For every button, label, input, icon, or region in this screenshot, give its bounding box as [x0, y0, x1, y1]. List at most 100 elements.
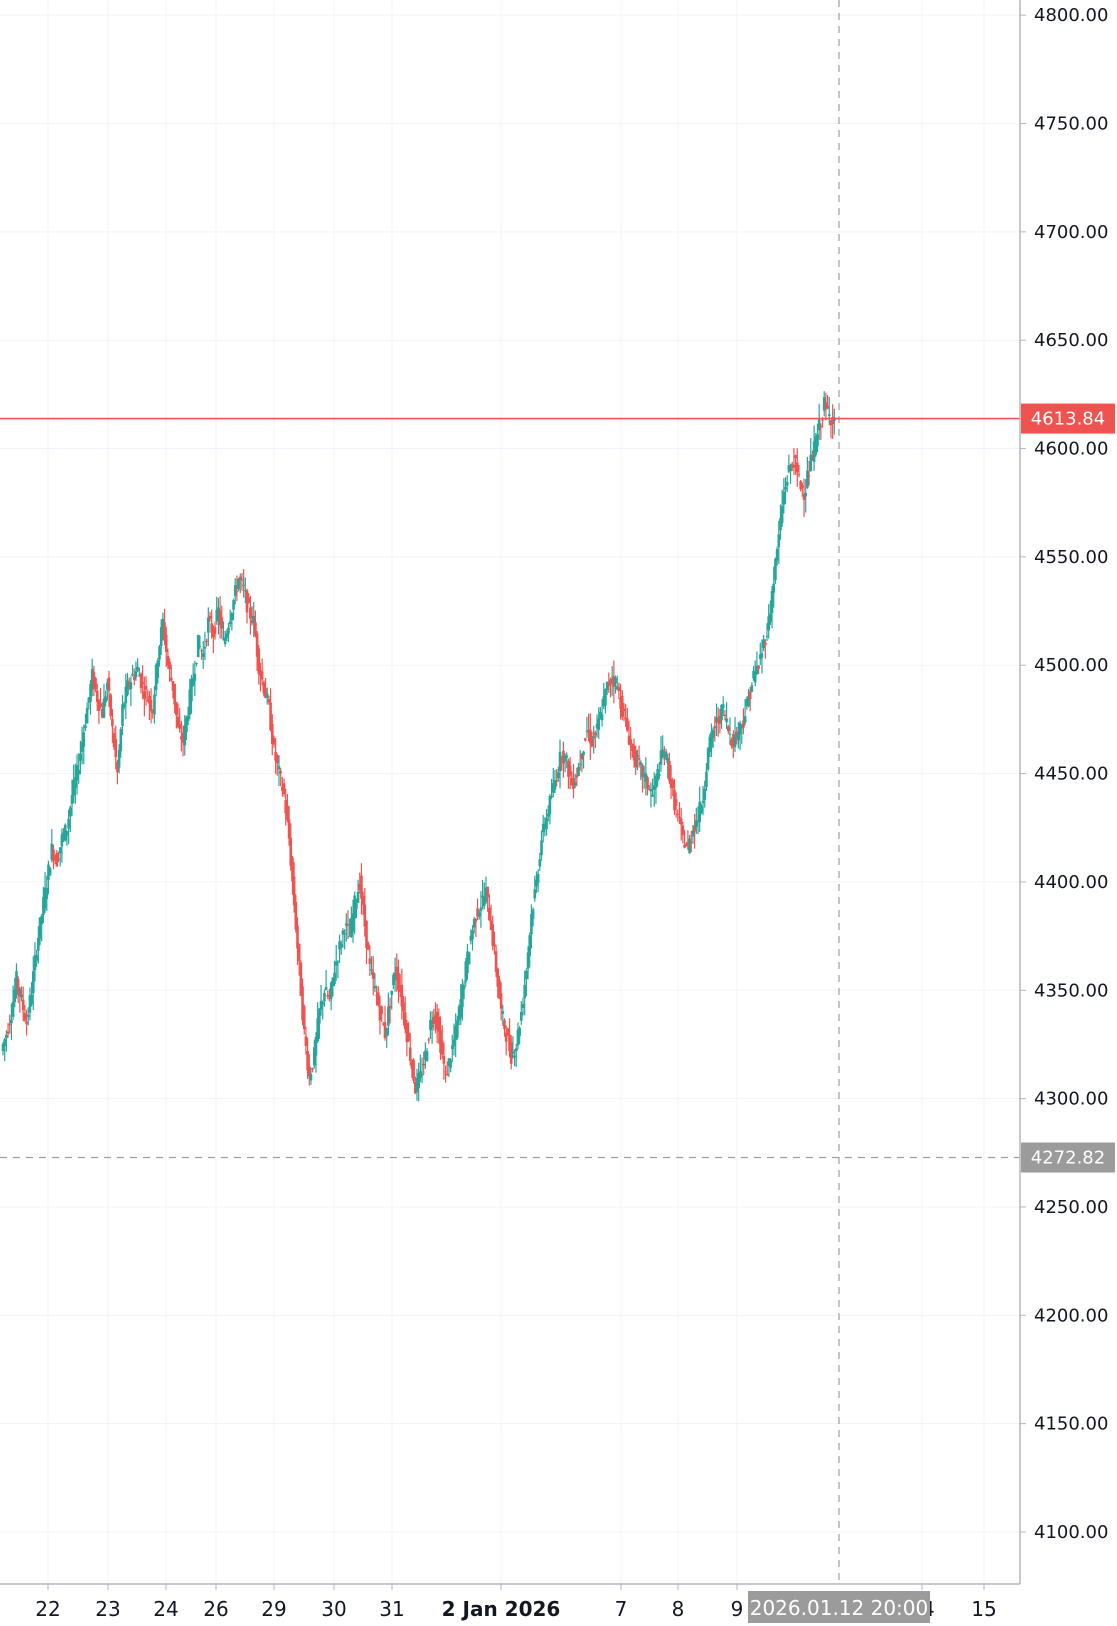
candle — [302, 1004, 306, 1035]
candle-body — [494, 951, 498, 972]
candle-body — [208, 615, 212, 619]
candle-body — [445, 1073, 449, 1076]
candle-body — [822, 397, 826, 411]
candle — [654, 773, 658, 804]
candle — [153, 686, 156, 724]
candle — [775, 546, 779, 566]
candle — [792, 448, 796, 476]
candle — [570, 771, 574, 786]
candle-body — [617, 686, 621, 692]
candle-body — [361, 895, 365, 905]
candle-body — [733, 734, 737, 748]
time-tick-label: 15 — [971, 1597, 996, 1621]
candle — [307, 1054, 311, 1086]
candle — [422, 1051, 426, 1076]
candle-body — [807, 475, 811, 477]
candle-body — [679, 818, 683, 825]
candle-body — [489, 920, 493, 931]
candle — [518, 1026, 521, 1045]
candle — [563, 753, 567, 773]
candle-body — [636, 755, 639, 757]
candle-body — [180, 736, 183, 740]
candle-body — [821, 419, 824, 421]
candle-body — [780, 506, 784, 523]
candle-body — [508, 1034, 511, 1051]
candle — [770, 585, 774, 629]
price-axis[interactable]: 4100.00 4150.00 4200.00 4250.00 4300.00 4350.… — [1019, 0, 1115, 1584]
candle-body — [661, 749, 664, 758]
candle-body — [444, 1071, 447, 1073]
candle-body — [106, 682, 109, 690]
candle — [43, 872, 47, 914]
candle-body — [504, 1032, 508, 1042]
candle-body — [461, 984, 464, 1008]
candle — [351, 899, 355, 943]
candle — [181, 726, 185, 757]
candle-body — [789, 465, 792, 472]
candle-body — [435, 1012, 439, 1030]
candle — [624, 703, 627, 727]
candle-body — [467, 952, 471, 965]
candle — [824, 392, 828, 421]
candle-body — [440, 1040, 444, 1055]
candle — [269, 688, 272, 732]
candle-body — [797, 473, 801, 475]
candle-body — [417, 1072, 420, 1089]
candle-body — [311, 1068, 314, 1070]
candle-body — [599, 711, 602, 720]
candle-body — [351, 913, 355, 932]
candle-body — [97, 699, 101, 711]
candle-body — [178, 724, 181, 729]
candle — [286, 794, 289, 823]
candle — [610, 666, 614, 696]
candle — [525, 968, 528, 997]
candle-body — [48, 868, 52, 876]
candle-body — [139, 673, 143, 689]
candle — [370, 956, 373, 976]
candle-body — [735, 731, 739, 737]
candle — [353, 891, 357, 935]
candle-body — [400, 984, 404, 1007]
candle — [45, 875, 49, 912]
candle — [592, 725, 595, 754]
candle-body — [267, 699, 271, 703]
candle — [257, 645, 261, 685]
candle-body — [587, 730, 590, 733]
candle-body — [764, 642, 767, 645]
candle-body — [627, 735, 631, 745]
candle — [245, 588, 249, 624]
candle-body — [146, 700, 150, 702]
candle — [710, 723, 713, 757]
candle — [371, 955, 375, 996]
candle-body — [292, 876, 296, 906]
candle — [291, 855, 294, 895]
candle-body — [716, 719, 720, 723]
candle-body — [730, 739, 733, 747]
candle — [732, 730, 735, 759]
candle-body — [415, 1078, 419, 1092]
candle-body — [745, 698, 749, 707]
candle — [232, 598, 235, 621]
candle — [482, 882, 486, 910]
candle — [671, 777, 675, 797]
candle-body — [33, 955, 37, 971]
candle-body — [63, 824, 67, 841]
candle — [538, 852, 542, 871]
candle — [807, 461, 811, 486]
candle-body — [11, 1002, 15, 1017]
candle — [208, 611, 212, 622]
candle — [484, 876, 488, 904]
candle-body — [387, 1006, 390, 1026]
candle-body — [614, 678, 617, 684]
candle-body — [306, 1050, 309, 1071]
candle — [196, 634, 200, 658]
candle — [207, 607, 210, 647]
candle — [306, 1037, 309, 1079]
candle — [11, 985, 15, 1021]
candle — [758, 642, 762, 666]
candle — [106, 678, 109, 701]
candle — [3, 1037, 6, 1062]
candle-body — [732, 734, 735, 748]
